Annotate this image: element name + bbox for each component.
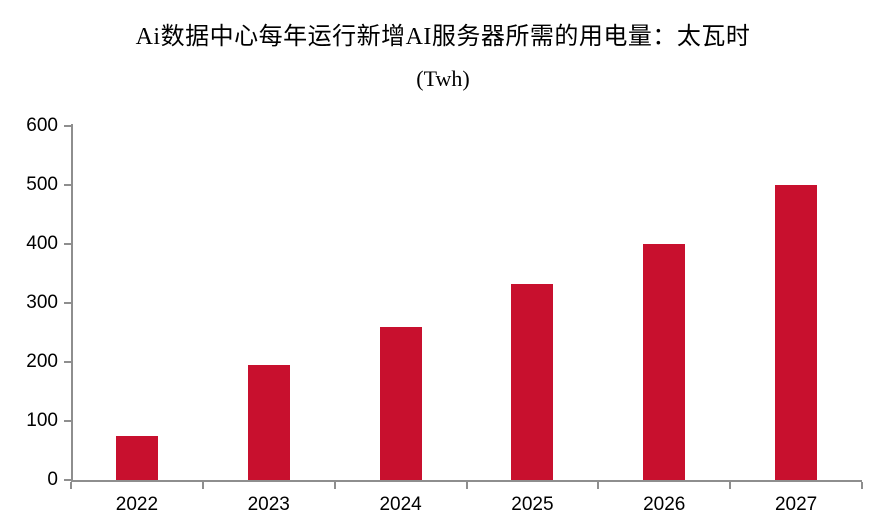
y-axis-tick-label: 400 <box>26 233 58 254</box>
x-axis-tick <box>597 482 600 489</box>
bar <box>247 364 290 480</box>
x-axis-label: 2022 <box>115 494 159 515</box>
x-axis-tick <box>333 482 336 489</box>
bar <box>775 185 818 480</box>
chart-title: Ai数据中心每年运行新增AI服务器所需的用电量：太瓦时 <box>135 24 751 50</box>
y-axis-tick <box>64 479 71 481</box>
x-axis-label: 2025 <box>511 494 554 515</box>
x-axis-tick <box>861 482 863 489</box>
x-axis-tick <box>201 482 204 489</box>
y-axis-tick <box>64 125 71 127</box>
chart-unit-label: (Twh) <box>416 66 470 91</box>
bar <box>115 435 158 480</box>
y-axis-tick-label: 300 <box>26 292 58 313</box>
y-axis-tick <box>64 184 71 186</box>
x-axis-tick <box>729 482 732 489</box>
x-axis-line <box>71 480 862 482</box>
x-axis-label: 2024 <box>379 494 422 515</box>
y-axis-tick-label: 100 <box>26 410 58 431</box>
y-axis-tick-label: 200 <box>26 351 58 372</box>
y-axis-line <box>71 124 73 482</box>
bar <box>511 283 554 480</box>
y-axis-tick <box>64 420 71 422</box>
y-axis-tick-label: 600 <box>26 115 58 136</box>
y-axis-tick-label: 0 <box>47 469 58 490</box>
y-axis-tick <box>64 243 71 245</box>
bar <box>379 326 422 480</box>
y-axis-tick <box>64 302 71 304</box>
x-axis-label: 2026 <box>643 494 686 515</box>
y-axis-tick-label: 500 <box>26 174 58 195</box>
y-axis-tick <box>64 361 71 363</box>
x-axis-label: 2023 <box>247 494 290 515</box>
x-axis-tick <box>70 482 72 489</box>
x-axis-label: 2027 <box>774 494 818 515</box>
bar <box>643 244 686 480</box>
x-axis-tick <box>465 482 468 489</box>
